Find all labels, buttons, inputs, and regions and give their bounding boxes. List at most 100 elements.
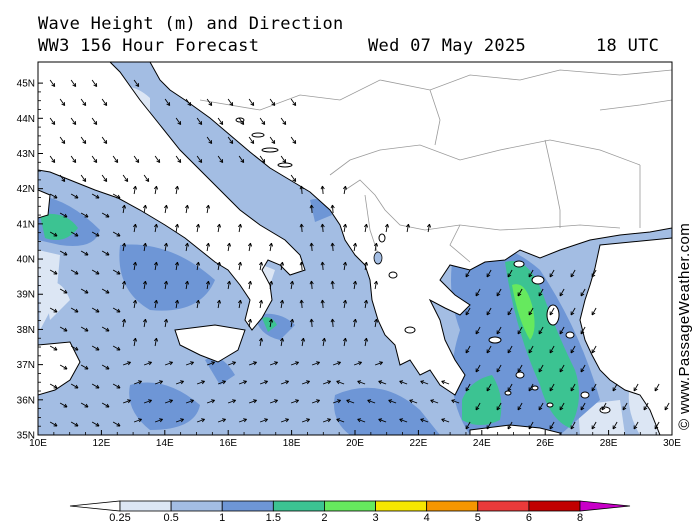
wave-direction-arrow — [133, 155, 140, 163]
wave-direction-arrow — [426, 223, 432, 233]
wave-direction-arrow — [322, 418, 331, 423]
wave-direction-arrow — [486, 383, 492, 392]
wave-direction-arrow — [101, 364, 110, 370]
wave-direction-arrow — [496, 288, 502, 297]
wave-direction-arrow — [430, 399, 439, 404]
wave-direction-arrow — [196, 380, 205, 385]
wave-direction-arrow — [175, 380, 184, 385]
wave-direction-arrow — [612, 383, 618, 392]
wave-direction-arrow — [185, 399, 194, 404]
wave-direction-arrow — [132, 185, 138, 195]
wave-direction-arrow — [388, 399, 397, 404]
wave-direction-arrow — [311, 361, 320, 366]
lon-label-20E: 20E — [346, 438, 364, 449]
lat-label-40N: 40N — [17, 255, 35, 266]
wave-direction-arrow — [528, 383, 534, 392]
wave-direction-arrow — [163, 242, 169, 252]
wave-direction-arrow — [101, 402, 110, 408]
wave-direction-arrow — [373, 318, 379, 328]
wave-direction-arrow — [248, 136, 255, 144]
wave-direction-arrow — [217, 418, 226, 423]
wave-direction-arrow — [538, 364, 544, 373]
legend-box — [375, 500, 428, 512]
wave-direction-arrow — [174, 299, 180, 309]
wave-direction-arrow — [601, 402, 607, 411]
wave-direction-arrow — [290, 98, 297, 106]
wave-direction-arrow — [352, 280, 358, 290]
wave-direction-arrow — [353, 361, 362, 366]
wave-direction-arrow — [299, 261, 304, 271]
wave-direction-arrow — [268, 242, 274, 252]
legend-box — [272, 500, 325, 512]
wave-direction-arrow — [206, 136, 213, 144]
wave-direction-arrow — [70, 383, 79, 389]
wave-direction-arrow — [322, 380, 331, 385]
wave-direction-arrow — [258, 299, 264, 309]
wave-direction-arrow — [528, 269, 534, 278]
wave-direction-arrow — [101, 212, 110, 218]
wave-direction-arrow — [496, 364, 502, 373]
wave-direction-arrow — [373, 280, 379, 290]
wave-direction-arrow — [49, 117, 56, 125]
wave-direction-arrow — [475, 402, 481, 411]
wave-direction-arrow — [226, 280, 232, 290]
wave-height-legend: 0.25 0.5 1 1.5 2 3 4 5 6 8 — [69, 500, 631, 524]
wave-direction-arrow — [279, 261, 285, 271]
wave-direction-arrow — [59, 402, 68, 408]
wave-direction-arrow — [384, 223, 390, 233]
wave-direction-arrow — [549, 269, 555, 278]
wave-direction-arrow — [80, 136, 87, 144]
wave-direction-arrow — [580, 402, 586, 411]
wave-direction-arrow — [227, 361, 236, 366]
wave-direction-arrow — [320, 299, 325, 309]
wave-direction-arrow — [268, 318, 274, 328]
wave-direction-arrow — [496, 402, 502, 411]
wave-direction-arrow — [570, 383, 576, 392]
wave-direction-arrow — [49, 79, 56, 87]
wave-direction-arrow — [196, 418, 205, 423]
wave-direction-arrow — [330, 318, 335, 328]
lon-label-28E: 28E — [600, 438, 618, 449]
wave-direction-arrow — [475, 288, 481, 297]
wave-direction-arrow — [549, 345, 555, 354]
wave-direction-arrow — [237, 223, 243, 233]
wave-direction-arrow — [91, 383, 100, 389]
wave-direction-arrow — [216, 223, 222, 233]
legend-label-1.5: 1.5 — [266, 512, 281, 524]
lon-label-22E: 22E — [410, 438, 428, 449]
wave-direction-arrow — [486, 345, 492, 354]
wave-direction-arrow — [91, 307, 100, 313]
wave-direction-arrow — [570, 421, 576, 430]
wave-direction-arrow — [70, 155, 77, 163]
lon-label-10E: 10E — [29, 438, 47, 449]
legend-box — [221, 500, 274, 512]
wave-direction-arrow — [206, 98, 213, 106]
lat-label-36N: 36N — [17, 395, 35, 406]
wave-direction-arrow — [122, 399, 131, 404]
wave-direction-arrow — [580, 364, 586, 373]
wave-direction-arrow — [217, 155, 224, 163]
wave-direction-arrow — [258, 337, 264, 347]
wave-direction-arrow — [507, 269, 513, 278]
wave-direction-arrow — [559, 364, 565, 373]
wave-direction-arrow — [528, 345, 534, 354]
wave-direction-arrow — [269, 98, 276, 106]
sicily-land — [174, 324, 246, 363]
wave-direction-arrow — [49, 155, 56, 163]
wave-direction-arrow — [59, 250, 68, 256]
wave-direction-arrow — [226, 242, 232, 252]
longitude-axis: 10E 12E 14E 16E 18E 20E 22E 24E 26E 28E 30E — [29, 430, 681, 449]
wave-direction-arrow — [91, 117, 98, 125]
wave-direction-arrow — [121, 204, 127, 214]
wave-direction-arrow — [132, 337, 138, 347]
wave-direction-arrow — [174, 261, 180, 271]
wave-direction-arrow — [486, 307, 492, 316]
wave-direction-arrow — [175, 418, 184, 423]
lon-label-18E: 18E — [283, 438, 301, 449]
wave-direction-arrow — [80, 250, 89, 256]
wave-direction-arrow — [507, 383, 513, 392]
wave-direction-arrow — [91, 231, 100, 237]
wave-direction-arrow — [59, 174, 66, 182]
wave-direction-arrow — [80, 364, 89, 370]
wave-direction-arrow — [570, 307, 576, 316]
